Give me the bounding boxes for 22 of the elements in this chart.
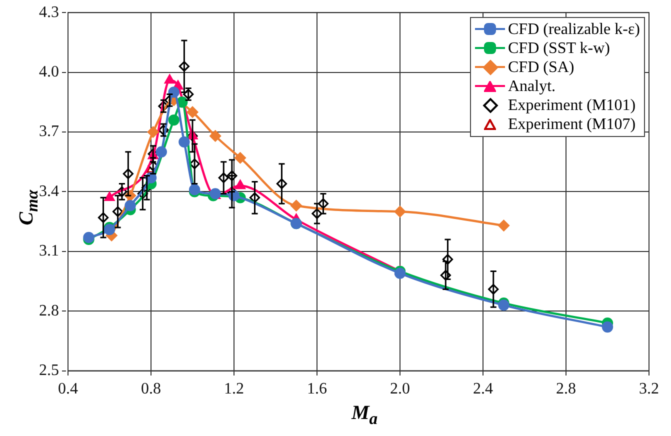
- y-tick-label: 3.4: [39, 182, 59, 200]
- y-tick-label: 3.7: [39, 123, 59, 140]
- x-tick-label: 0.4: [58, 380, 78, 398]
- x-tick-label: 1.2: [224, 380, 244, 398]
- x-tick-label: 2.8: [556, 380, 576, 398]
- legend-label: Experiment (M101): [508, 96, 636, 115]
- y-tick-label: 2.5: [39, 362, 59, 380]
- legend-label: CFD (realizable k-ε): [508, 20, 640, 39]
- y-tick-label: 3.1: [39, 242, 59, 260]
- y-tick-label: 2.8: [39, 302, 59, 320]
- legend-label: Analyt.: [508, 76, 556, 96]
- x-tick-label: 2.4: [473, 380, 493, 398]
- legend-label: Experiment (M107): [508, 114, 636, 134]
- y-tick-label: 4.0: [39, 64, 59, 81]
- x-tick-label: 0.8: [141, 380, 161, 398]
- x-tick-label: 2.0: [390, 380, 410, 398]
- y-tick-label: 4.3: [39, 4, 59, 21]
- x-tick-label: 3.2: [639, 380, 659, 398]
- x-tick-label: 1.6: [307, 380, 327, 398]
- legend-label: CFD (SA): [508, 58, 574, 77]
- x-axis-title: M$_{a}$: [350, 402, 379, 429]
- legend-label: CFD (SST k-w): [508, 38, 610, 58]
